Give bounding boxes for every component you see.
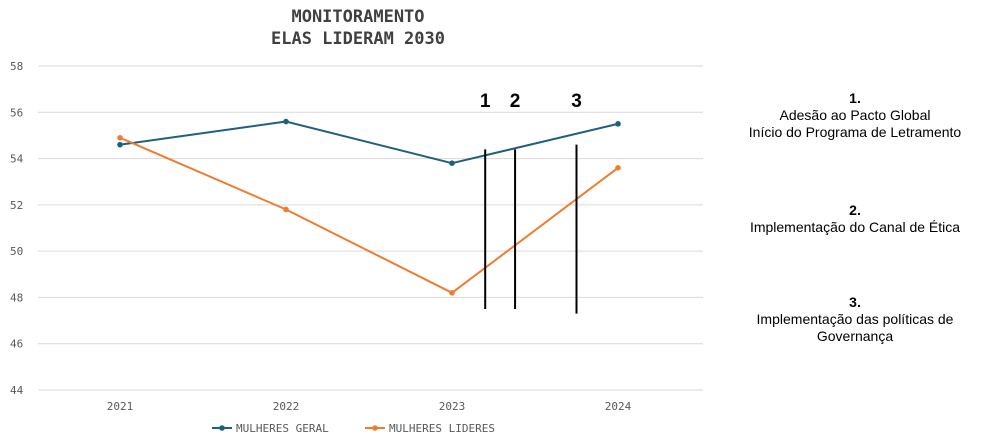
y-tick-label-54: 54 (10, 153, 24, 166)
note-3-line-2: Governança (816, 328, 894, 344)
series-2-point-2022 (283, 206, 289, 213)
note-2: 2. Implementação do Canal de Ética (735, 202, 975, 236)
series-2-point-2024 (615, 165, 621, 171)
series-1-point-2024 (615, 121, 621, 127)
y-axis-ticks: 44 46 48 50 52 54 56 58 (10, 60, 24, 397)
note-1-line-2: Início do Programa de Letramento (748, 124, 962, 140)
legend-marker-2 (372, 425, 378, 431)
y-tick-label-44: 44 (10, 384, 24, 397)
y-tick-label-52: 52 (10, 199, 23, 212)
series-2-point-2023 (449, 290, 455, 296)
series-1-point-2022 (283, 118, 289, 125)
legend-label-1: MULHERES GERAL (236, 422, 329, 435)
legend-marker-1 (219, 425, 225, 431)
series-2-point-2021 (117, 134, 123, 141)
note-3-number: 3. (849, 294, 861, 310)
note-3: 3. Implementação das políticas de Govern… (735, 294, 975, 345)
note-3-line-1: Implementação das políticas de (756, 311, 954, 327)
x-tick-label-2023: 2023 (439, 400, 466, 413)
legend-label-2: MULHERES LIDERES (389, 422, 495, 435)
gridlines (38, 65, 703, 391)
event-marker-label-1: 1 (480, 91, 491, 112)
note-1-line-1: Adesão ao Pacto Global (779, 107, 931, 123)
note-1-number: 1. (849, 90, 861, 106)
y-tick-label-58: 58 (10, 60, 23, 73)
legend: MULHERES GERAL MULHERES LIDERES (212, 422, 495, 435)
chart-title-line-1: MONITORAMENTO (291, 7, 424, 27)
series-1-point-2021 (117, 141, 123, 148)
y-tick-label-50: 50 (10, 245, 23, 258)
y-tick-label-48: 48 (10, 291, 23, 304)
chart-title: MONITORAMENTO ELAS LIDERAM 2030 (271, 7, 445, 49)
series-line-2 (119, 136, 619, 294)
chart-title-line-2: ELAS LIDERAM 2030 (271, 29, 445, 49)
series-lines (117, 118, 621, 296)
note-2-line-1: Implementação do Canal de Ética (749, 219, 961, 235)
event-marker-label-2: 2 (510, 91, 521, 112)
note-2-number: 2. (849, 202, 861, 218)
series-line-1 (119, 120, 619, 165)
event-marker-label-3: 3 (571, 91, 582, 112)
x-tick-label-2022: 2022 (273, 400, 300, 413)
y-tick-label-56: 56 (10, 106, 23, 119)
series-1-point-2023 (449, 160, 455, 166)
x-axis-ticks: 2021 2022 2023 2024 (107, 400, 632, 413)
note-1: 1. Adesão ao Pacto Global Início do Prog… (735, 90, 975, 141)
x-tick-label-2021: 2021 (107, 400, 134, 413)
line-chart: MONITORAMENTO ELAS LIDERAM 2030 44 46 48 50… (10, 7, 703, 435)
x-tick-label-2024: 2024 (605, 400, 632, 413)
y-tick-label-46: 46 (10, 338, 23, 351)
